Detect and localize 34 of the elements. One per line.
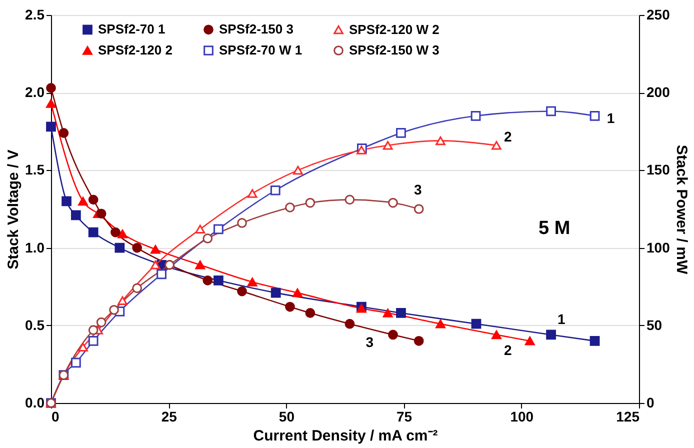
y2-tick-label: 150 (646, 162, 670, 178)
x-tick-label: 0 (52, 408, 60, 424)
y2-tick-label: 200 (646, 84, 670, 100)
x-tick-label: 125 (616, 408, 640, 424)
y2-tick-label: 0 (646, 394, 654, 410)
y-tick-label: 2.0 (25, 84, 45, 100)
y-tick-label: 0.5 (25, 316, 45, 333)
annotation: 2 (504, 342, 512, 358)
annotation: 2 (504, 128, 512, 145)
y-tick-label: 1.5 (25, 162, 45, 178)
y2-tick-label: 250 (646, 6, 670, 22)
y2-tick-label: 50 (646, 316, 662, 333)
legend-label: SPSf2-120 2 (98, 42, 172, 58)
x-tick-label: 25 (161, 408, 178, 424)
y2-axis-title: Stack Power / mW (672, 144, 690, 275)
annotation: 1 (557, 311, 566, 328)
legend-label: SPSf2-150 W 3 (349, 42, 440, 58)
x-tick-label: 75 (396, 408, 412, 424)
legend-label: SPSf2-120 W 2 (349, 22, 440, 37)
annotation: 5 M (538, 218, 570, 239)
y-tick-label: 0.0 (25, 394, 45, 410)
legend-label: SPSf2-70 W 1 (219, 42, 302, 58)
x-tick-label: 50 (278, 408, 295, 424)
annotation: 1 (606, 110, 615, 126)
y-axis-title: Stack Voltage / V (5, 150, 22, 270)
annotation: 3 (414, 182, 422, 198)
legend-label: SPSf2-150 3 (219, 22, 294, 37)
y-tick-label: 1.0 (25, 239, 45, 256)
y-tick-label: 2.5 (25, 6, 45, 22)
x-axis-title: Current Density / mA cm⁻² (253, 428, 438, 444)
legend-label: SPSf2-70 1 (98, 22, 166, 37)
x-tick-label: 100 (510, 408, 534, 424)
y2-tick-label: 100 (646, 239, 670, 256)
annotation: 3 (366, 334, 374, 350)
